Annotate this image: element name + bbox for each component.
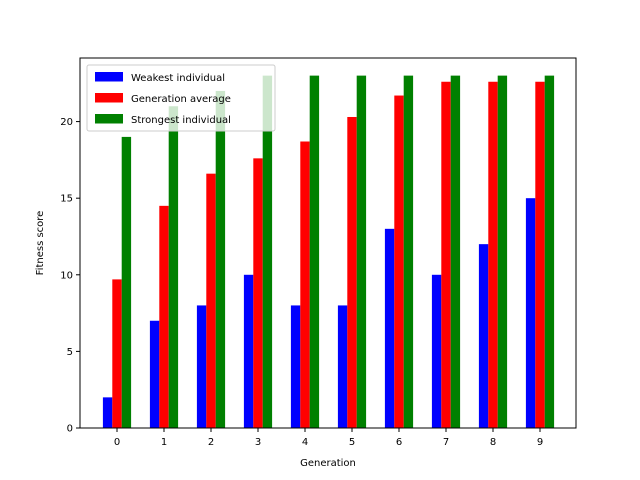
bar-generation-average-gen-9 [535, 81, 545, 428]
bar-generation-average-gen-2 [206, 173, 216, 428]
x-axis-label: Generation [300, 458, 356, 469]
legend-swatch-strongest-individual [95, 114, 123, 124]
bar-generation-average-gen-6 [394, 95, 404, 428]
bar-weakest-individual-gen-4 [290, 305, 301, 428]
bar-strongest-individual-gen-5 [356, 75, 367, 429]
bar-weakest-individual-gen-1 [149, 320, 160, 428]
plot-frame [79, 57, 577, 429]
bar-weakest-individual-gen-9 [525, 198, 536, 428]
legend-box [86, 64, 276, 132]
legend-label: Weakest individual [131, 73, 225, 84]
x-tick-label: 5 [349, 437, 355, 448]
bar-weakest-individual-gen-6 [384, 228, 395, 428]
x-tick-label: 3 [255, 437, 261, 448]
bar-strongest-individual-gen-0 [121, 136, 132, 428]
x-tick-label: 1 [161, 437, 167, 448]
x-tick-label: 4 [302, 437, 308, 448]
legend-swatch-generation-average [95, 93, 123, 103]
x-tick-label: 9 [537, 437, 543, 448]
y-tick-label: 0 [67, 424, 73, 435]
bar-generation-average-gen-1 [159, 205, 169, 428]
bar-generation-average-gen-7 [441, 81, 451, 428]
y-axis-label: Fitness score [35, 211, 46, 276]
bar-strongest-individual-gen-3 [262, 75, 273, 429]
x-tick-label: 0 [114, 437, 120, 448]
x-axis: 0 1 2 3 4 5 6 7 8 9 [114, 428, 543, 448]
bar-generation-average-gen-3 [253, 158, 263, 428]
bar-generation-average-gen-8 [488, 81, 498, 428]
legend-label: Generation average [131, 94, 231, 105]
bars-layer [102, 75, 555, 429]
x-tick-label: 7 [443, 437, 449, 448]
y-tick-label: 10 [60, 270, 73, 281]
bar-weakest-individual-gen-5 [337, 305, 348, 428]
bar-strongest-individual-gen-9 [544, 75, 555, 429]
bar-weakest-individual-gen-0 [102, 397, 113, 428]
bar-weakest-individual-gen-7 [431, 274, 442, 428]
y-tick-label: 5 [67, 347, 73, 358]
y-tick-label: 20 [60, 117, 73, 128]
bar-generation-average-gen-4 [300, 141, 310, 428]
legend: Weakest individual Generation average Stro… [86, 64, 276, 132]
y-axis: 0 5 10 15 20 [60, 117, 80, 435]
bar-strongest-individual-gen-7 [450, 75, 461, 429]
bar-strongest-individual-gen-1 [168, 106, 179, 428]
bar-strongest-individual-gen-6 [403, 75, 414, 429]
x-tick-label: 2 [208, 437, 214, 448]
x-tick-label: 8 [490, 437, 496, 448]
bar-weakest-individual-gen-3 [243, 274, 254, 428]
legend-swatch-weakest-individual [95, 72, 123, 82]
bar-generation-average-gen-5 [347, 116, 357, 429]
x-tick-label: 6 [396, 437, 402, 448]
bar-strongest-individual-gen-2 [215, 90, 226, 428]
bar-strongest-individual-gen-8 [497, 75, 508, 429]
bar-weakest-individual-gen-8 [478, 244, 489, 428]
y-tick-label: 15 [60, 194, 73, 205]
bar-generation-average-gen-0 [112, 279, 122, 428]
legend-label: Strongest individual [131, 115, 231, 126]
bar-strongest-individual-gen-4 [309, 75, 320, 429]
bar-weakest-individual-gen-2 [196, 305, 207, 428]
